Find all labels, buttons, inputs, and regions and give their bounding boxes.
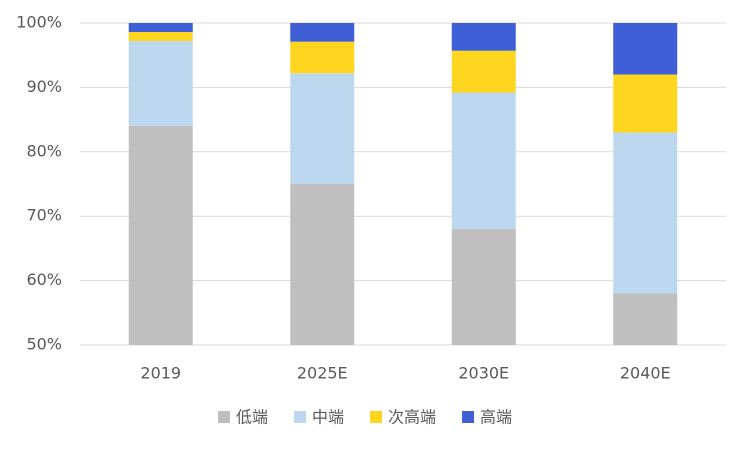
legend-swatch — [294, 411, 307, 423]
bar-segment — [290, 184, 355, 345]
legend-label: 次高端 — [388, 408, 436, 427]
bar-segment — [613, 293, 678, 345]
x-tick-label: 2040E — [620, 364, 671, 383]
bar-segment — [613, 74, 678, 133]
bar-segment — [451, 50, 516, 93]
legend-swatch — [462, 411, 475, 423]
bar-segment — [451, 229, 516, 345]
bar-segment — [451, 23, 516, 51]
y-tick-label: 80% — [26, 141, 62, 160]
y-tick-label: 100% — [16, 13, 62, 32]
y-tick-label: 70% — [26, 206, 62, 225]
y-tick-label: 50% — [26, 335, 62, 354]
legend-swatch — [218, 411, 230, 423]
x-tick-label: 2019 — [140, 364, 181, 383]
x-tick-label: 2030E — [458, 364, 509, 383]
legend-label: 中端 — [312, 408, 344, 427]
bar-segment — [613, 23, 678, 75]
bar-segment — [613, 132, 678, 294]
y-tick-label: 60% — [26, 270, 62, 289]
legend-label: 低端 — [236, 408, 268, 427]
bar-segment — [128, 32, 193, 42]
bar-segment — [290, 41, 355, 74]
bar-segment — [128, 23, 193, 33]
bar-segment — [451, 92, 516, 230]
legend-label: 高端 — [480, 408, 512, 427]
bar-segment — [128, 41, 193, 127]
bar-segment — [128, 126, 193, 345]
bar-segment — [290, 73, 355, 184]
x-tick-label: 2025E — [297, 364, 348, 383]
y-tick-label: 90% — [26, 77, 62, 96]
legend-swatch — [370, 411, 383, 423]
bar-segment — [290, 23, 355, 42]
